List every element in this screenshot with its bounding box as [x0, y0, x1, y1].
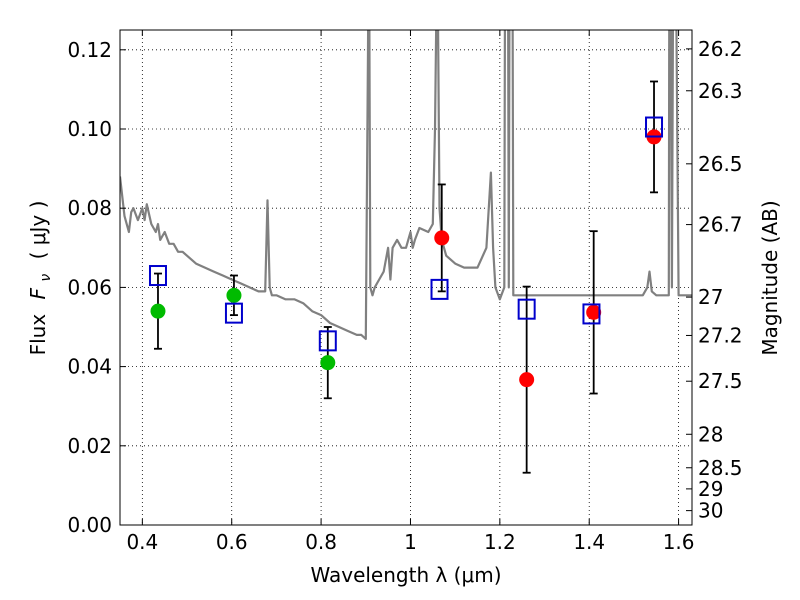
plot-frame: [119, 29, 693, 526]
marker-layer: [148, 116, 664, 388]
right-axis-title: Magnitude (AB): [758, 200, 782, 355]
data-point: [582, 303, 601, 325]
y-tick-label: 0.02: [67, 434, 112, 458]
data-point: [430, 278, 449, 300]
y-tick-label: 0.10: [67, 117, 112, 141]
x-tick-label: 1.6: [663, 530, 695, 554]
right-tick-label: 28.5: [698, 456, 743, 480]
data-point: [519, 372, 535, 388]
y-tick-label: 0.06: [67, 275, 112, 299]
data-point: [318, 330, 337, 352]
right-tick-label: 29: [698, 477, 723, 501]
data-point: [148, 265, 167, 287]
y-axis-title-text: Flux: [26, 314, 50, 356]
x-tick-label: 0.4: [126, 530, 158, 554]
right-tick-label: 26.7: [698, 213, 743, 237]
y-axis-title-symbol: F: [26, 287, 50, 299]
right-tick-label: 27: [698, 285, 723, 309]
y-tick-label: 0.12: [67, 38, 112, 62]
x-tick-label: 1.2: [484, 530, 516, 554]
data-point: [434, 230, 450, 246]
x-tick-label: 1.4: [573, 530, 605, 554]
x-tick-label: 1: [404, 530, 417, 554]
ticks: 0.4 0.6 0.8 1 1.2 1.4 1.6 0.00 0.02 0.04 0.06 0.08 0…: [67, 30, 743, 554]
data-point: [517, 298, 536, 320]
right-tick-label: 26.2: [698, 37, 743, 61]
data-point: [645, 116, 664, 138]
right-tick-label: 27.5: [698, 369, 743, 393]
right-tick-label: 27.2: [698, 323, 743, 347]
plot-background: [120, 30, 692, 525]
right-tick-label: 30: [698, 499, 723, 523]
x-axis-title: Wavelength λ (μm): [310, 563, 501, 587]
data-point: [586, 304, 602, 320]
y-tick-label: 0.04: [67, 355, 112, 379]
data-point: [224, 302, 243, 324]
y-axis-title-unit: ( μJy ): [26, 201, 50, 260]
data-point: [226, 287, 242, 303]
y-tick-label: 0.00: [67, 513, 112, 537]
spectrum-line: [120, 30, 692, 340]
y-axis-title: Flux F ν ( μJy ): [26, 201, 55, 356]
right-tick-label: 26.5: [698, 152, 743, 176]
x-tick-label: 0.8: [305, 530, 337, 554]
y-axis-title-subscript: ν: [38, 274, 54, 282]
y-tick-label: 0.08: [67, 196, 112, 220]
spectrum-layer: [120, 30, 692, 340]
data-point: [150, 303, 166, 319]
right-tick-label: 28: [698, 422, 723, 446]
right-tick-label: 26.3: [698, 79, 743, 103]
data-point: [320, 355, 336, 371]
x-tick-label: 0.6: [216, 530, 248, 554]
